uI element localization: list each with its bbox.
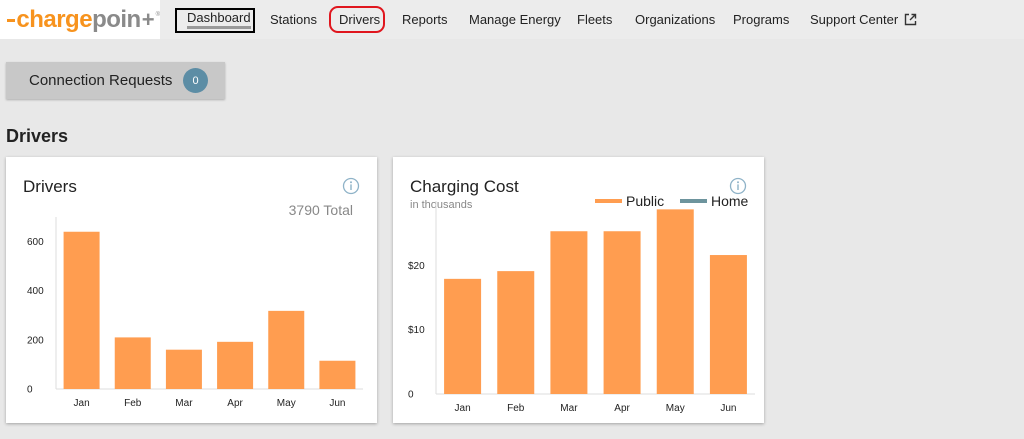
drivers-annotation-circle: [329, 6, 385, 33]
x-tick-label: Mar: [560, 403, 578, 414]
nav-reports-label: Reports: [402, 12, 448, 27]
nav-programs[interactable]: Programs: [733, 0, 789, 39]
drivers-total: 3790 Total: [288, 202, 353, 218]
nav-fleets[interactable]: Fleets: [577, 0, 612, 39]
bar-jan[interactable]: [444, 278, 482, 394]
nav-organizations[interactable]: Organizations: [635, 0, 715, 39]
x-tick-label: May: [666, 403, 685, 414]
bar-jan[interactable]: [63, 231, 100, 389]
nav-organizations-label: Organizations: [635, 12, 716, 27]
bar-apr[interactable]: [217, 341, 254, 389]
y-tick-label: $10: [408, 325, 425, 336]
y-tick-label: $20: [408, 261, 425, 272]
bar-jun[interactable]: [319, 360, 356, 389]
bar-mar[interactable]: [165, 349, 202, 389]
legend-home-label: Home: [711, 193, 749, 209]
bar-may[interactable]: [656, 209, 694, 394]
nav-dashboard[interactable]: Dashboard: [187, 0, 251, 39]
logo-text-charge: charge: [16, 5, 93, 33]
info-icon[interactable]: [342, 177, 360, 195]
drivers-card: Drivers 3790 Total 0 200 400 600 Jan Feb Mar Ap…: [6, 157, 377, 423]
y-tick-label: 0: [27, 385, 33, 396]
x-tick-label: Jun: [329, 398, 345, 409]
charging-cost-card: Charging Cost in thousands Public Home 0…: [393, 157, 764, 423]
y-tick-label: 600: [27, 237, 44, 248]
section-title: Drivers: [6, 126, 69, 146]
logo-trademark: ®: [155, 12, 160, 18]
x-tick-label: Jan: [74, 398, 90, 409]
bar-jun[interactable]: [709, 255, 747, 394]
logo-plus-icon: +: [141, 6, 155, 32]
x-tick-label: Mar: [175, 398, 193, 409]
y-tick-label: 200: [27, 335, 44, 346]
nav-support-center-label: Support Center: [810, 12, 899, 27]
dashboard-highlight-box: [175, 8, 255, 33]
bar-apr[interactable]: [603, 231, 641, 394]
nav-stations[interactable]: Stations: [270, 0, 317, 39]
top-navigation-bar: charge poin + ® Dashboard Stations Drivers …: [0, 0, 1024, 39]
chargepoint-logo[interactable]: charge poin + ®: [0, 0, 160, 39]
connection-requests-count-badge: 0: [183, 68, 208, 93]
external-link-icon: [904, 13, 917, 26]
legend-home-swatch: [680, 199, 707, 203]
nav-reports[interactable]: Reports: [402, 0, 448, 39]
nav-manage-energy[interactable]: Manage Energy: [469, 0, 561, 39]
nav-dashboard-label: Dashboard: [187, 10, 251, 29]
logo-dash: [7, 18, 16, 22]
x-tick-label: Feb: [124, 398, 142, 409]
info-icon[interactable]: [729, 177, 747, 195]
bar-feb[interactable]: [114, 337, 151, 389]
drivers-bar-chart: 0 200 400 600 Jan Feb Mar Apr May Jun: [27, 217, 363, 409]
y-tick-label: 400: [27, 286, 44, 297]
drivers-card-title: Drivers: [23, 177, 77, 196]
legend-public-label: Public: [626, 193, 665, 209]
nav-programs-label: Programs: [733, 12, 790, 27]
bar-feb[interactable]: [497, 271, 535, 394]
nav-support-center[interactable]: Support Center: [810, 0, 917, 39]
bar-may[interactable]: [268, 310, 305, 389]
nav-fleets-label: Fleets: [577, 12, 613, 27]
nav-stations-label: Stations: [270, 12, 317, 27]
y-tick-label: 0: [408, 390, 414, 401]
nav-drivers-label: Drivers: [339, 12, 381, 27]
connection-requests-label: Connection Requests: [29, 72, 173, 89]
logo-text-point: poin: [92, 5, 141, 33]
nav-drivers[interactable]: Drivers: [339, 0, 380, 39]
x-tick-label: May: [277, 398, 296, 409]
charging-cost-subtitle: in thousands: [410, 199, 473, 211]
charging-cost-bar-chart: 0 $10 $20 Jan Feb Mar Apr May Jun: [408, 201, 755, 414]
x-tick-label: Jun: [720, 403, 736, 414]
x-tick-label: Apr: [227, 398, 243, 409]
bar-mar[interactable]: [550, 231, 588, 394]
x-tick-label: Feb: [507, 403, 525, 414]
x-tick-label: Apr: [614, 403, 630, 414]
legend-home[interactable]: Home: [680, 193, 748, 209]
legend-public[interactable]: Public: [595, 193, 664, 209]
charging-cost-card-title: Charging Cost: [410, 177, 519, 196]
connection-requests-button[interactable]: Connection Requests 0: [6, 62, 225, 99]
x-tick-label: Jan: [455, 403, 471, 414]
legend-public-swatch: [595, 199, 622, 203]
nav-manage-energy-label: Manage Energy: [469, 12, 561, 27]
